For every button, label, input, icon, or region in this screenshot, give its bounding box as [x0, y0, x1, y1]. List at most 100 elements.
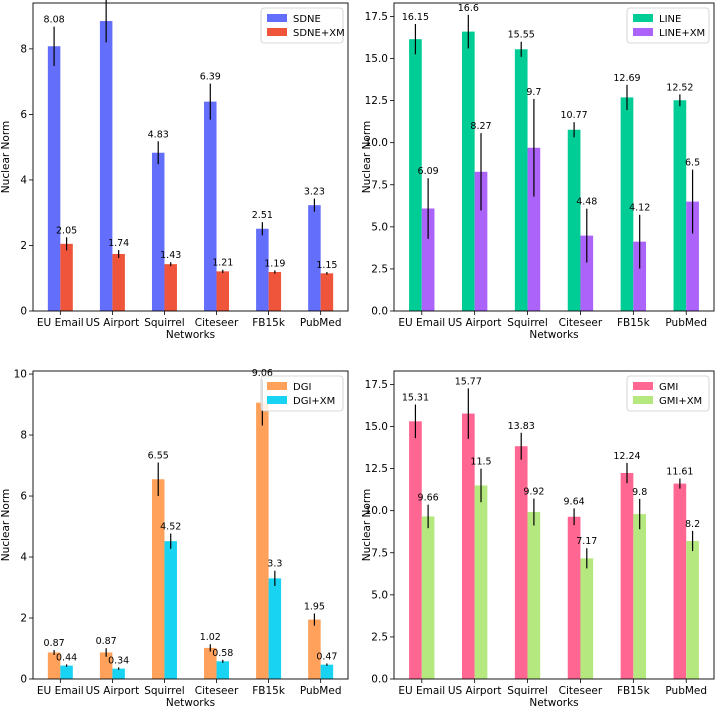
bar-gmi-xm [580, 558, 594, 679]
data-label: 1.02 [200, 632, 221, 643]
legend-label: SDNE [293, 14, 321, 25]
data-label: 0.58 [212, 648, 233, 659]
data-label: 3.23 [304, 187, 325, 198]
legend: LINE LINE+XM [626, 7, 710, 44]
bar-line-xm [421, 208, 435, 311]
legend: DGI DGI+XM [260, 375, 344, 412]
legend-label: DGI [293, 382, 311, 393]
bar-line [409, 39, 422, 311]
legend-swatch [633, 382, 653, 390]
y-tick-label: 10.0 [365, 137, 388, 149]
data-label: 13.83 [508, 421, 535, 432]
bar-sdne-xm [268, 272, 282, 311]
chart-panel-2: 0.0 2.5 5.0 7.5 10.0 12.5 15.0 17.5 16.15 6.09 EU … [361, 2, 715, 341]
bar-sdne [47, 46, 61, 311]
data-label: 3.3 [267, 559, 282, 570]
plot-frame [32, 370, 349, 680]
y-axis-label: Nuclear Norm [0, 121, 12, 193]
data-label: 0.44 [56, 652, 77, 663]
data-label: 16.6 [458, 3, 479, 14]
chart-panel-3: 0 2 4 6 8 10 0.87 0.44 EU Email 0.87 0.34 US Airpor… [0, 368, 349, 707]
x-tick-label: Citeseer [195, 317, 239, 329]
y-tick-label: 10 [14, 369, 27, 381]
legend-label: GMI+XM [659, 396, 702, 407]
legend-label: LINE+XM [659, 28, 705, 39]
y-tick-label: 2 [20, 613, 27, 625]
data-label: 0.87 [96, 636, 117, 647]
y-tick-label: 12.5 [365, 95, 388, 107]
bar-gmi [514, 446, 528, 679]
data-label: 9.64 [564, 496, 585, 507]
y-tick-label: 4 [20, 174, 27, 186]
x-axis-label: Networks [529, 329, 578, 341]
y-tick-label: 5.0 [371, 221, 388, 233]
bar-dgi [308, 619, 321, 679]
bar-gmi [673, 483, 687, 679]
data-label: 9.06 [252, 368, 273, 379]
data-label: 8.2 [685, 519, 700, 530]
x-tick-label: US Airport [448, 317, 502, 329]
bar-line-xm [474, 171, 488, 311]
x-tick-label: US Airport [86, 685, 140, 697]
legend-swatch [633, 396, 653, 404]
data-label: 2.51 [252, 210, 273, 221]
y-tick-label: 6 [20, 109, 27, 121]
bar-gmi-xm [633, 514, 647, 679]
bar-gmi-xm [421, 516, 435, 679]
data-label: 11.5 [470, 457, 491, 468]
x-axis-label: Networks [166, 329, 215, 341]
x-tick-label: Squirrel [144, 685, 185, 697]
bar-dgi-xm [60, 665, 73, 679]
data-label: 0.87 [44, 638, 65, 649]
y-axis-label: Nuclear Norm [0, 489, 12, 561]
x-axis-label: Networks [529, 697, 578, 707]
data-label: 1.95 [304, 601, 325, 612]
data-label: 9.66 [418, 493, 439, 504]
bar-sdne-xm [60, 243, 73, 311]
bar-dgi-xm [216, 661, 230, 679]
x-tick-label: US Airport [86, 317, 140, 329]
data-label: 9.92 [523, 487, 544, 498]
x-tick-label: PubMed [300, 685, 342, 697]
y-tick-label: 0.0 [371, 306, 388, 318]
bar-line [514, 49, 528, 312]
bar-dgi [256, 402, 269, 679]
legend: SDNE SDNE+XM [260, 7, 345, 44]
data-label: 1.43 [160, 250, 181, 261]
y-tick-label: 0 [20, 674, 27, 686]
data-label: 4.12 [629, 203, 650, 214]
bar-dgi-xm [112, 668, 125, 679]
bar-dgi [47, 652, 61, 679]
bar-line [673, 100, 687, 311]
data-label: 1.74 [108, 238, 129, 249]
plot-frame [393, 370, 715, 680]
legend-label: GMI [659, 382, 678, 393]
plot-frame [32, 2, 349, 312]
data-label: 16.15 [402, 12, 429, 23]
data-label: 10.77 [560, 110, 587, 121]
x-tick-label: FB15k [252, 317, 286, 329]
x-axis-label: Networks [166, 697, 215, 707]
data-label: 15.31 [402, 392, 429, 403]
x-tick-label: US Airport [448, 685, 502, 697]
bar-line [567, 129, 581, 311]
legend-swatch [633, 28, 653, 36]
bar-sdne-xm [216, 271, 230, 311]
y-tick-label: 8 [20, 430, 27, 442]
x-tick-label: Squirrel [144, 317, 185, 329]
bar-sdne-xm [112, 253, 125, 311]
bar-dgi-xm [268, 578, 282, 679]
legend-swatch [267, 382, 287, 390]
bar-sdne-xm [164, 264, 177, 311]
data-label: 1.21 [212, 258, 233, 269]
y-tick-label: 12.5 [365, 463, 388, 475]
bar-sdne [151, 152, 165, 311]
y-tick-label: 10.0 [365, 505, 388, 517]
x-tick-label: FB15k [617, 685, 651, 697]
data-label: 6.5 [685, 158, 700, 169]
bar-line-xm [633, 241, 647, 311]
y-tick-label: 7.5 [371, 547, 388, 559]
x-tick-label: EU Email [37, 685, 84, 697]
y-axis-label: Nuclear Norm [361, 489, 373, 561]
